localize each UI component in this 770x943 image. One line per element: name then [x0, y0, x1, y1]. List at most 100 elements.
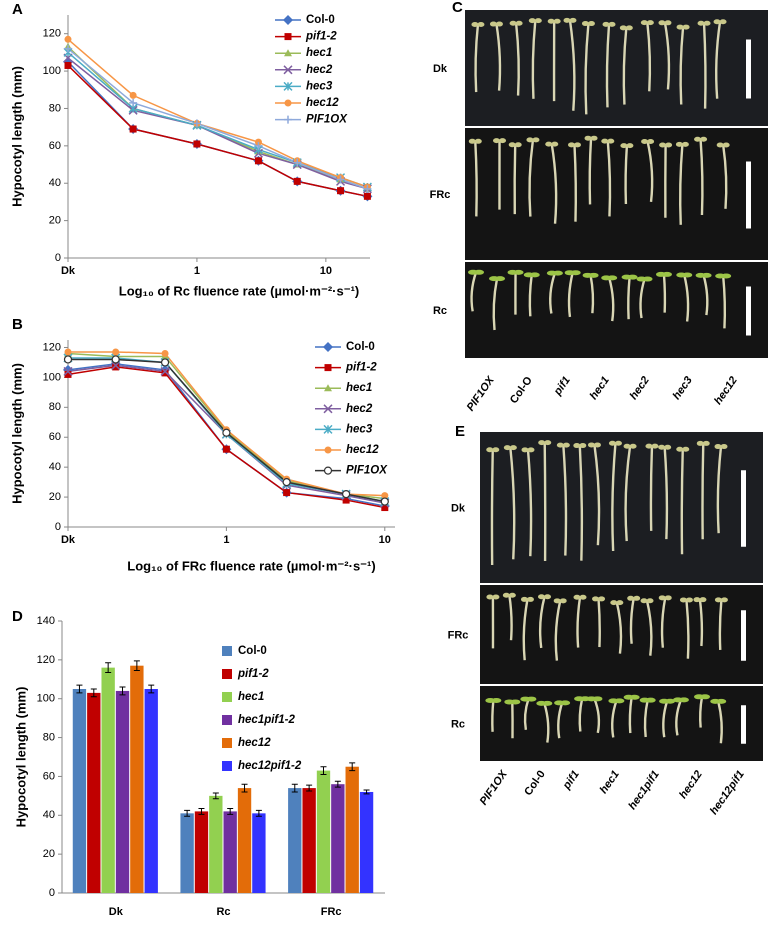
legend-label: hec3 — [306, 80, 333, 92]
marker — [161, 369, 169, 377]
seedling — [660, 597, 667, 648]
error-bar — [76, 684, 83, 694]
panel-label: D — [12, 608, 23, 625]
cotyledon — [563, 17, 571, 23]
seedling — [646, 22, 652, 92]
cotyledon — [491, 698, 502, 704]
legend-label: pif1-2 — [305, 31, 337, 43]
legend-marker — [284, 115, 292, 124]
row-label: Dk — [433, 63, 448, 75]
cotyledon — [542, 700, 553, 706]
seedling — [543, 703, 550, 743]
legend-marker — [284, 49, 292, 57]
seedling — [649, 446, 654, 531]
cotyledon — [664, 20, 672, 26]
marker — [129, 98, 138, 107]
seedling — [584, 23, 590, 115]
cotyledon — [664, 444, 672, 450]
y-tick-label: 60 — [43, 770, 55, 782]
seedling — [513, 144, 517, 215]
legend-marker — [323, 466, 333, 475]
cotyledon — [556, 442, 564, 448]
x-tick-label: 1 — [194, 265, 200, 277]
cotyledon — [719, 19, 727, 25]
error-bar — [306, 784, 313, 792]
y-tick-label: 100 — [37, 693, 55, 705]
seedling — [662, 700, 669, 738]
seedling — [490, 449, 494, 566]
panel-label: E — [455, 423, 465, 440]
marker — [293, 177, 301, 185]
cotyledon — [721, 273, 732, 279]
x-tick-label: 1 — [223, 534, 229, 546]
seedling — [514, 23, 520, 96]
legend-label: hec2 — [346, 403, 373, 415]
cotyledon — [528, 18, 536, 24]
seedling — [568, 20, 576, 111]
cotyledon — [675, 141, 683, 147]
marker — [254, 141, 263, 150]
cotyledon — [495, 21, 503, 27]
seedling — [662, 274, 667, 313]
marker — [380, 497, 389, 506]
row-label: FRc — [448, 629, 469, 641]
marker — [283, 489, 291, 497]
seedling — [567, 272, 574, 318]
y-axis-label: Hypocotyl length (mm) — [9, 66, 24, 207]
series-line — [67, 352, 385, 500]
cotyledon — [696, 440, 704, 446]
marker — [193, 140, 201, 148]
genotype-label: hec12 — [712, 375, 740, 407]
bar — [223, 811, 237, 893]
bar — [331, 784, 345, 893]
cotyledon — [538, 594, 546, 600]
cotyledon — [646, 598, 654, 604]
seedling — [605, 24, 611, 108]
cotyledon — [570, 270, 581, 276]
panel-label: A — [12, 1, 23, 18]
cotyledon — [559, 598, 567, 604]
cotyledon — [664, 595, 672, 601]
legend-label: pif1-2 — [237, 668, 269, 680]
seedling — [627, 277, 631, 320]
cotyledon — [503, 445, 511, 451]
photo-row — [465, 262, 768, 358]
seedling — [554, 600, 562, 661]
seedling — [573, 144, 577, 222]
genotype-label: hec1 — [588, 375, 612, 402]
y-tick-label: 0 — [49, 887, 55, 899]
y-tick-label: 80 — [49, 401, 61, 413]
bar — [345, 766, 359, 893]
seedling — [578, 445, 584, 561]
error-bar — [133, 660, 140, 672]
bar — [316, 770, 331, 893]
x-tick-label: Dk — [61, 534, 76, 546]
seedling — [593, 444, 601, 546]
cotyledon — [700, 694, 711, 700]
cotyledon — [562, 442, 570, 448]
cotyledon — [573, 142, 581, 148]
seedling — [538, 596, 546, 649]
cotyledon — [720, 597, 728, 603]
marker — [336, 175, 345, 184]
cotyledon — [678, 697, 689, 703]
cotyledon — [489, 21, 497, 27]
cotyledon — [545, 141, 553, 147]
marker — [160, 366, 170, 376]
cotyledon — [646, 20, 654, 26]
seedling — [680, 449, 684, 555]
legend-label: hec3 — [346, 423, 373, 435]
photo-row — [480, 432, 763, 583]
genotype-label: hec12 — [677, 769, 705, 801]
bar — [209, 795, 223, 893]
legend-marker — [283, 81, 293, 91]
cotyledon — [640, 598, 648, 604]
bar — [101, 667, 115, 893]
cotyledon — [471, 21, 479, 27]
photo-row — [465, 10, 768, 126]
cotyledon — [682, 272, 693, 278]
seedling — [717, 701, 723, 744]
cotyledon — [608, 21, 616, 27]
bar — [288, 788, 302, 893]
